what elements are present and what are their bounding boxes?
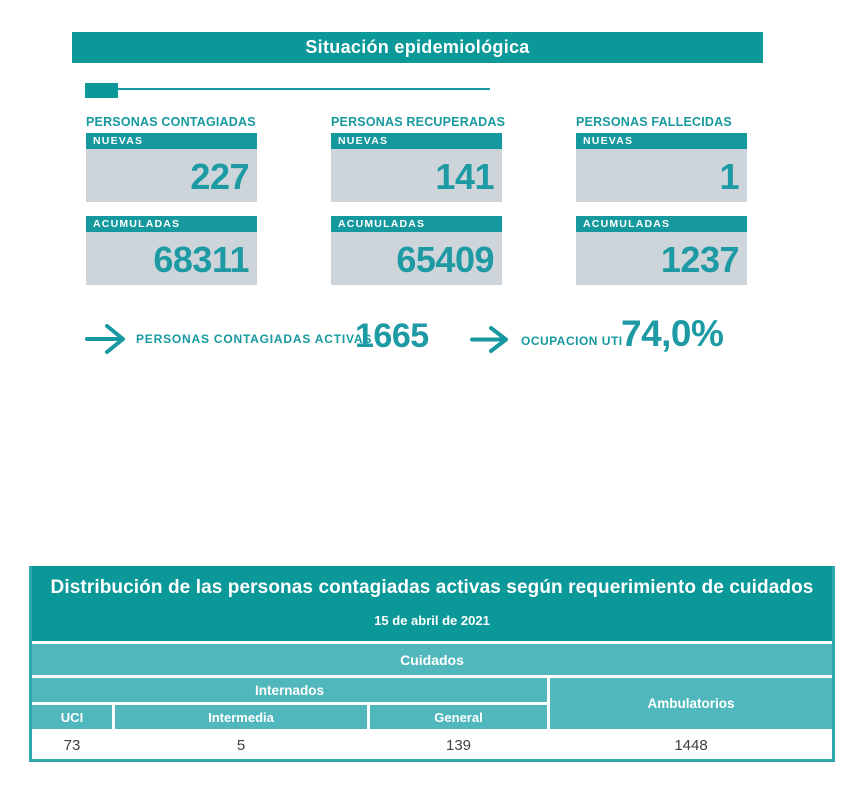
right-arrow-icon [470,323,510,356]
acumuladas-value: 1237 [576,232,747,285]
card-title: PERSONAS RECUPERADAS [331,115,506,129]
accent-underline [85,88,490,90]
care-table-grid: Cuidados Internados Ambulatorios UCI Int… [32,644,832,759]
ambulatorios-column-header: Ambulatorios [550,678,832,729]
card-gap [331,202,502,216]
acumuladas-header: ACUMULADAS [331,216,502,232]
uti-occupancy-value: 74,0% [621,313,724,354]
nuevas-header: NUEVAS [86,133,257,149]
cuidados-group-header: Cuidados [32,644,832,675]
acumuladas-header: ACUMULADAS [86,216,257,232]
internados-group-header: Internados [32,678,547,702]
nuevas-header: NUEVAS [331,133,502,149]
active-cases-value: 1665 [355,317,429,355]
active-cases-label: PERSONAS CONTAGIADAS ACTIVAS [136,332,373,346]
general-column-header: General [370,705,547,729]
card-gap [86,202,257,216]
card-personas-fallecidas: PERSONAS FALLECIDAS NUEVAS 1 ACUMULADAS … [576,115,747,285]
nuevas-value: 1 [576,149,747,202]
right-arrow-icon [85,321,127,357]
accent-bar [85,83,118,98]
acumuladas-value: 68311 [86,232,257,285]
uci-column-header: UCI [32,705,112,729]
card-title: PERSONAS FALLECIDAS [576,115,732,129]
uci-value: 73 [32,732,112,759]
page-title: Situación epidemiológica [305,37,530,57]
ambulatorios-value: 1448 [550,732,832,759]
nuevas-header: NUEVAS [576,133,747,149]
card-title: PERSONAS CONTAGIADAS [86,115,256,129]
acumuladas-header: ACUMULADAS [576,216,747,232]
care-table-title: Distribución de las personas contagiadas… [50,577,814,598]
care-distribution-table: Distribución de las personas contagiadas… [29,566,835,762]
intermedia-value: 5 [115,732,367,759]
care-table-header: Distribución de las personas contagiadas… [32,566,832,641]
care-table-date: 15 de abril de 2021 [374,613,490,628]
uti-occupancy-label: OCUPACION UTI [521,334,623,348]
nuevas-value: 227 [86,149,257,202]
card-personas-contagiadas: PERSONAS CONTAGIADAS NUEVAS 227 ACUMULAD… [86,115,257,285]
general-value: 139 [370,732,547,759]
page-title-banner: Situación epidemiológica [72,32,763,63]
acumuladas-value: 65409 [331,232,502,285]
nuevas-value: 141 [331,149,502,202]
card-personas-recuperadas: PERSONAS RECUPERADAS NUEVAS 141 ACUMULAD… [331,115,506,285]
intermedia-column-header: Intermedia [115,705,367,729]
card-gap [576,202,747,216]
